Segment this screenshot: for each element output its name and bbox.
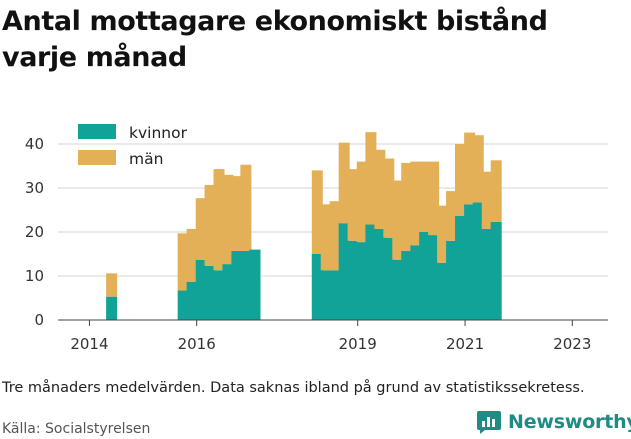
stacked-bar-chart: 0 10 20 30 40 2014 2016 2019 2021 2023 kvinnor m… xyxy=(25,124,608,353)
bar-kvinnor xyxy=(329,270,341,320)
legend-swatch-man xyxy=(78,150,116,165)
bar-kvinnor xyxy=(320,270,332,320)
legend-label-kvinnor: kvinnor xyxy=(129,124,188,142)
x-tick-label: 2023 xyxy=(553,335,591,353)
brand-logo[interactable]: Newsworthy xyxy=(476,408,631,436)
bar-man xyxy=(240,164,252,251)
bar-man xyxy=(428,161,440,236)
bar-man xyxy=(392,180,404,260)
source-note: Källa: Socialstyrelsen xyxy=(2,421,151,437)
bar-man xyxy=(177,233,189,291)
y-tick-label: 0 xyxy=(34,311,44,329)
legend-swatch-kvinnor xyxy=(78,124,116,139)
bar-kvinnor xyxy=(177,290,189,320)
y-axis-ticks: 0 10 20 30 40 xyxy=(25,135,44,329)
y-tick-label: 40 xyxy=(25,135,44,153)
x-tick-label: 2014 xyxy=(70,335,108,353)
bar-man xyxy=(481,171,493,229)
bar-kvinnor xyxy=(249,249,261,320)
bar-kvinnor xyxy=(374,228,386,320)
bar-kvinnor xyxy=(472,202,484,320)
bar-kvinnor xyxy=(490,221,502,320)
bar-man xyxy=(401,162,413,251)
bar-man xyxy=(320,204,332,271)
bar-man xyxy=(231,176,243,251)
bar-man xyxy=(464,132,476,205)
bar-kvinnor xyxy=(437,262,449,320)
y-tick-label: 20 xyxy=(25,223,44,241)
bar-man xyxy=(311,170,323,254)
bar-kvinnor xyxy=(347,240,359,320)
x-tick-label: 2021 xyxy=(446,335,484,353)
chart-title: Antal mottagare ekonomiskt bistånd varje… xyxy=(2,6,548,73)
x-tick-label: 2016 xyxy=(178,335,216,353)
bar-kvinnor xyxy=(356,242,368,320)
bar-kvinnor xyxy=(240,250,252,320)
bar-kvinnor xyxy=(446,240,458,320)
legend-label-man: män xyxy=(129,150,163,168)
bar-kvinnor xyxy=(481,228,493,320)
x-axis-ticks: 2014 2016 2019 2021 2023 xyxy=(70,320,591,353)
bar-man xyxy=(446,191,458,241)
bar-man xyxy=(356,161,368,243)
bar-kvinnor xyxy=(410,245,422,320)
bar-kvinnor xyxy=(186,281,198,320)
bar-man xyxy=(195,198,207,260)
bar-man xyxy=(213,169,225,271)
bar-man xyxy=(410,161,422,246)
bars xyxy=(106,132,502,320)
bar-kvinnor xyxy=(455,215,467,320)
bar-kvinnor xyxy=(311,254,323,320)
bar-kvinnor xyxy=(106,296,118,320)
y-tick-label: 10 xyxy=(25,267,44,285)
x-tick-label: 2019 xyxy=(339,335,377,353)
bar-man xyxy=(472,135,484,203)
bar-man xyxy=(204,184,216,266)
bar-man xyxy=(374,149,386,229)
bar-kvinnor xyxy=(231,250,243,320)
bar-kvinnor xyxy=(222,264,234,320)
bar-man xyxy=(490,160,502,222)
bar-kvinnor xyxy=(383,237,395,320)
bar-man xyxy=(437,205,449,263)
bar-kvinnor xyxy=(213,270,225,320)
bar-man xyxy=(186,228,198,282)
chart-bubble-icon xyxy=(477,411,501,434)
bar-kvinnor xyxy=(428,235,440,320)
bar-kvinnor xyxy=(204,265,216,320)
brand-name: Newsworthy xyxy=(508,411,631,433)
bar-man xyxy=(338,142,350,224)
bar-kvinnor xyxy=(401,250,413,320)
bar-kvinnor xyxy=(392,259,404,320)
bar-man xyxy=(222,174,234,265)
bar-kvinnor xyxy=(338,223,350,320)
legend: kvinnor män xyxy=(78,124,188,168)
y-tick-label: 30 xyxy=(25,179,44,197)
chart-caption: Tre månaders medelvärden. Data saknas ib… xyxy=(2,380,585,396)
bar-man xyxy=(419,161,431,232)
bar-kvinnor xyxy=(365,224,377,320)
bar-man xyxy=(106,273,118,297)
bar-kvinnor xyxy=(195,259,207,320)
bar-man xyxy=(329,201,341,271)
bar-man xyxy=(347,169,359,241)
bar-kvinnor xyxy=(419,232,431,320)
bar-man xyxy=(383,158,395,238)
bar-kvinnor xyxy=(464,204,476,320)
bar-man xyxy=(365,132,377,225)
bar-man xyxy=(455,144,467,216)
